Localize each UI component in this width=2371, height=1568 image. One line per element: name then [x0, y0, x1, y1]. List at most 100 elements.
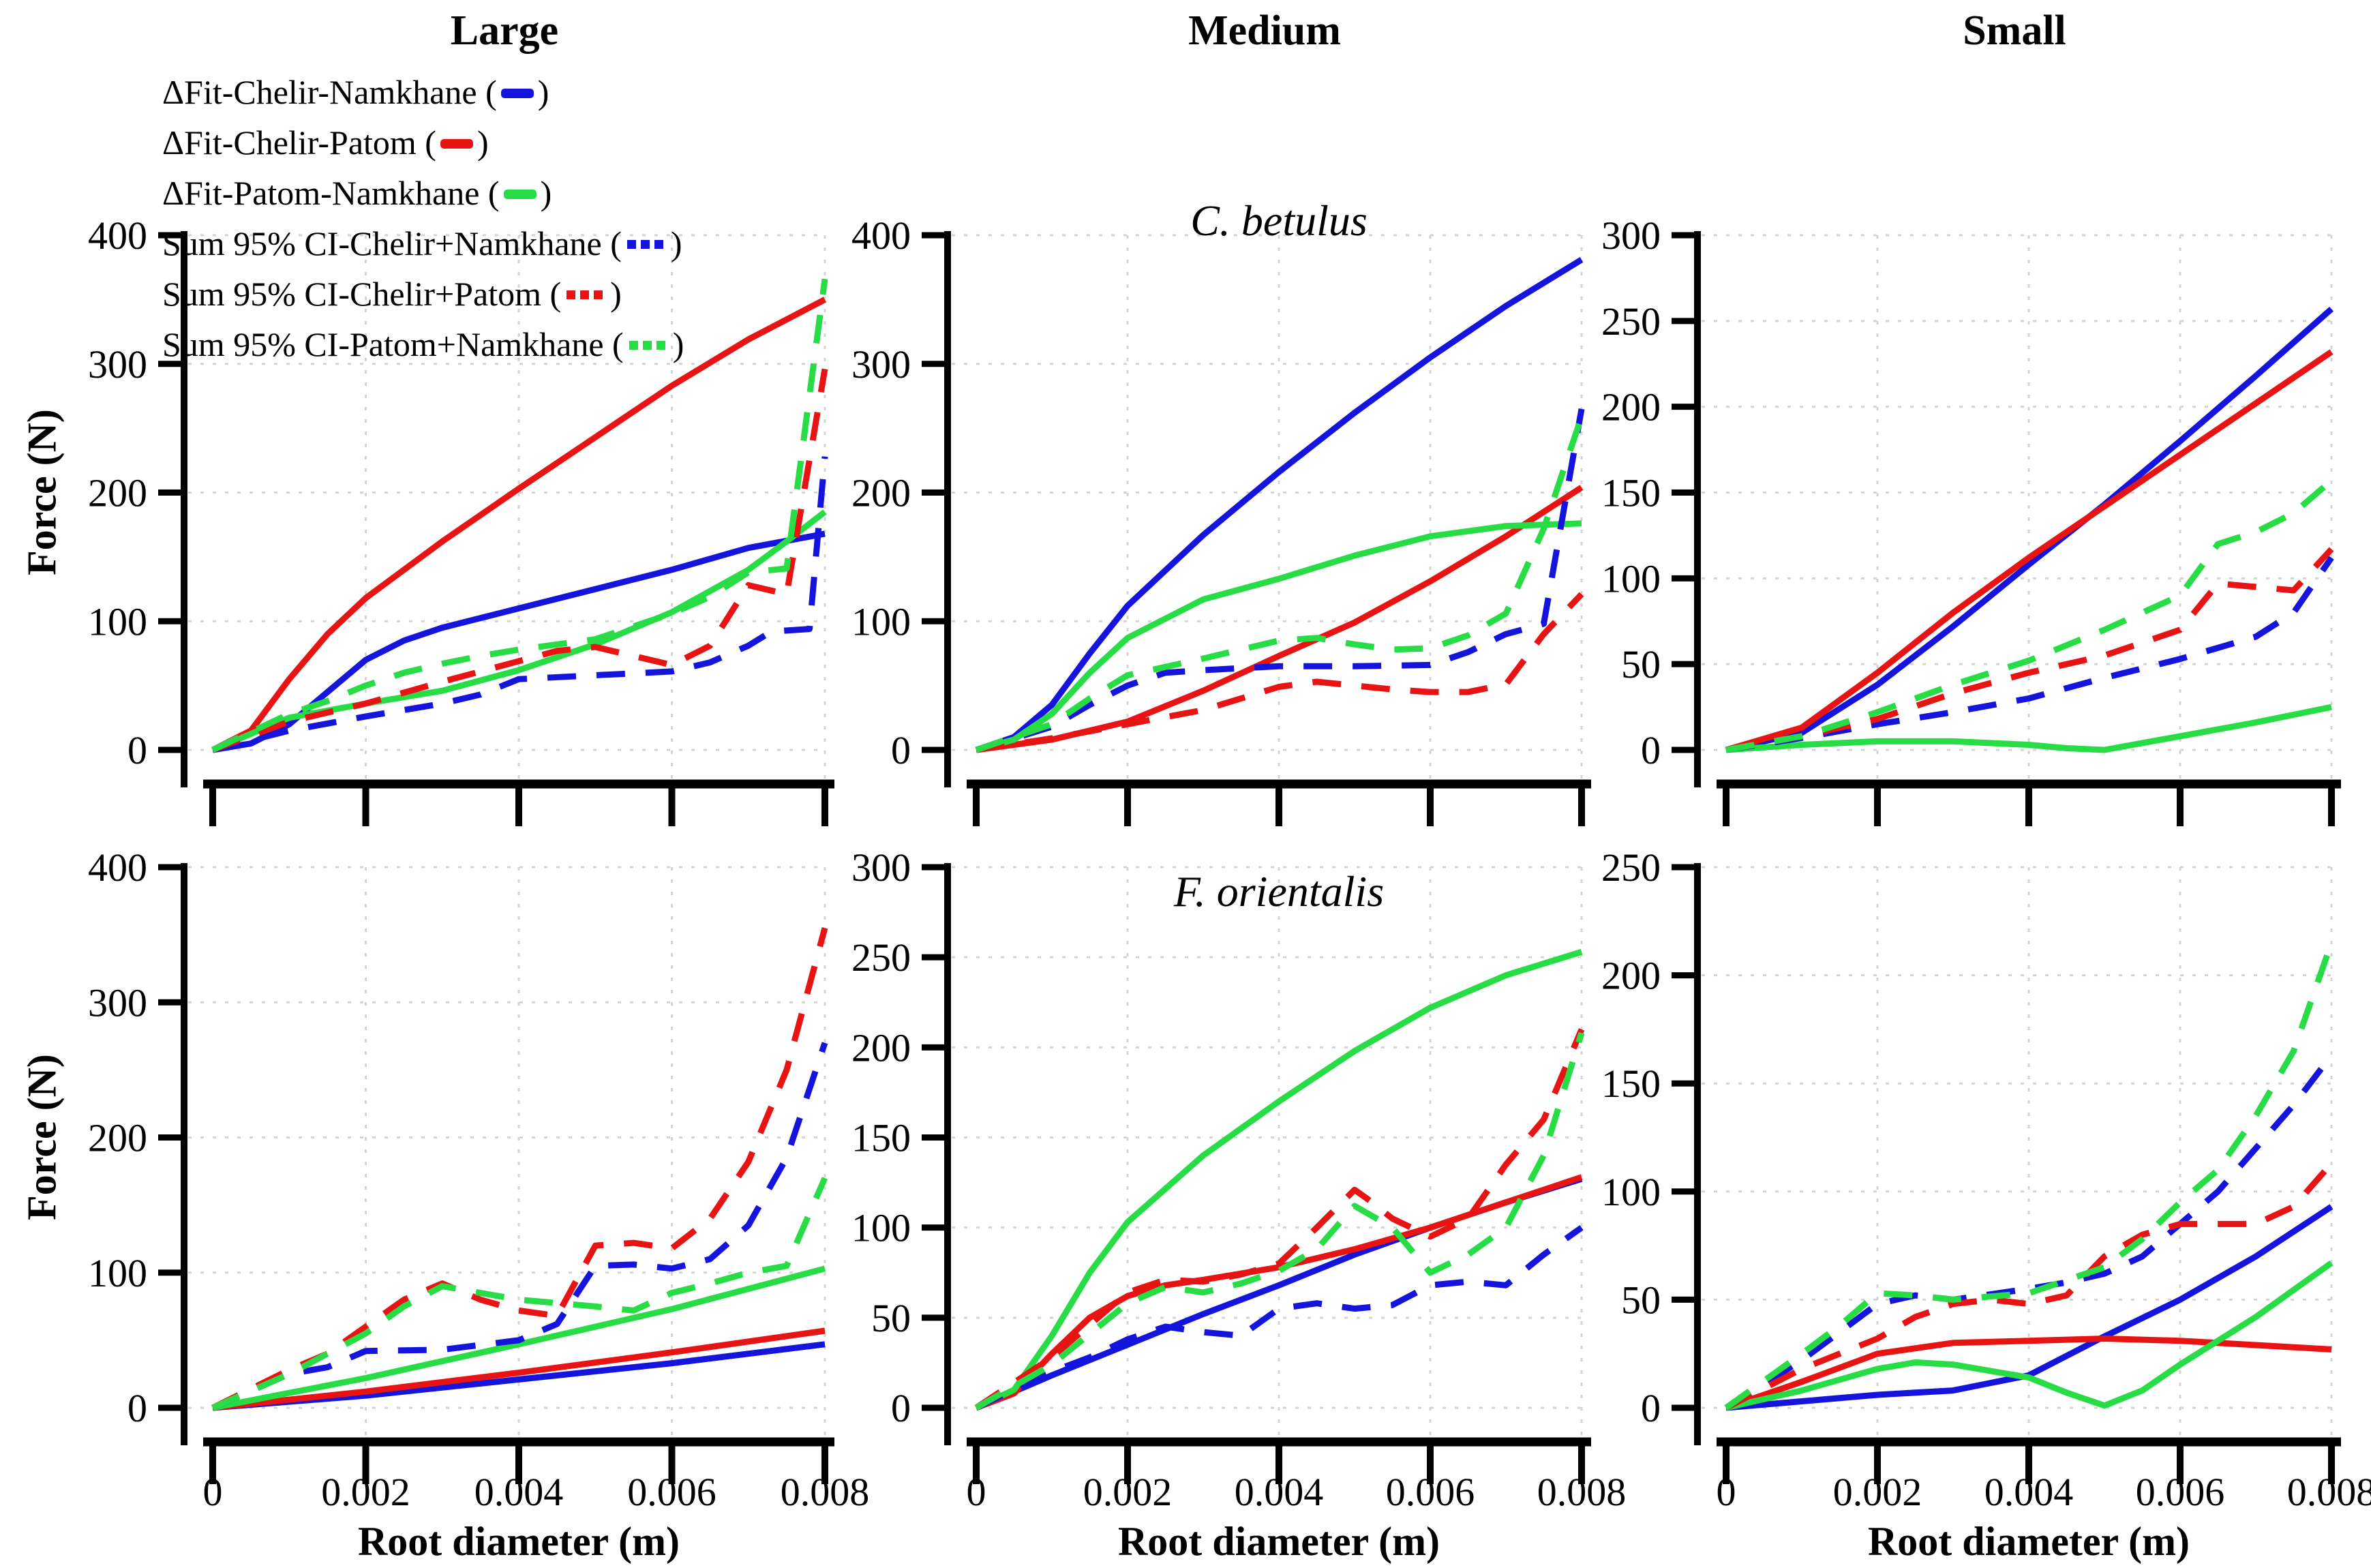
column-title-small: Small [1963, 7, 2066, 54]
x-tick-label-medium-f-orientalis: 0.006 [1386, 1470, 1475, 1514]
column-title-medium: Medium [1188, 7, 1341, 54]
x-tick-label-small-f-orientalis: 0.008 [2287, 1470, 2371, 1514]
curve-medium-f-orientalis-sum-95-ci-patom-namkhane [974, 1031, 1585, 1411]
y-tick-label-small-f-orientalis: 100 [1601, 1170, 1661, 1214]
legend-item-4: Sum 95% CI-Chelir+Namkhane () [162, 218, 684, 269]
y-tick-label-small-c-betulus: 300 [1601, 213, 1661, 258]
y-tick-label-medium-f-orientalis: 200 [851, 1025, 911, 1070]
y-tick-label-small-c-betulus: 250 [1601, 299, 1661, 344]
y-tick-label-medium-c-betulus: 400 [851, 213, 911, 258]
y-tick-label-large-f-orientalis: 100 [88, 1251, 147, 1295]
x-tick-label-small-f-orientalis: 0.002 [1833, 1470, 1922, 1514]
legend: ΔFit-Chelir-Namkhane () ΔFit-Chelir-Patom… [162, 67, 684, 370]
curve-small-c-betulus--fit-patom-namkhane [1725, 704, 2332, 753]
x-axis-label-large: Root diameter (m) [357, 1519, 680, 1564]
y-tick-label-medium-c-betulus: 0 [891, 728, 911, 772]
curve-medium-c-betulus--fit-patom-namkhane [975, 520, 1582, 753]
curve-large-f-orientalis--fit-chelir-patom [212, 1327, 826, 1411]
legend-swatch-dot [656, 341, 665, 350]
legend-swatch-dot [629, 341, 638, 350]
y-tick-label-small-c-betulus: 200 [1601, 385, 1661, 429]
curve-small-c-betulus--fit-chelir-patom [1725, 349, 2334, 753]
curve-medium-c-betulus-sum-95-ci-chelir-patom [976, 592, 1584, 753]
y-tick-label-medium-f-orientalis: 250 [851, 935, 911, 980]
curve-medium-c-betulus-sum-95-ci-chelir-namkhane [975, 408, 1585, 753]
curve-large-f-orientalis-sum-95-ci-patom-namkhane [211, 1177, 828, 1411]
curve-small-c-betulus--fit-chelir-namkhane [1725, 306, 2334, 753]
legend-swatch-dot [642, 341, 652, 350]
x-tick-label-medium-f-orientalis: 0.008 [1537, 1470, 1627, 1514]
curve-small-c-betulus-sum-95-ci-patom-namkhane [1725, 478, 2334, 753]
legend-item-2: ΔFit-Chelir-Patom () [162, 123, 489, 162]
y-tick-label-medium-f-orientalis: 0 [891, 1386, 911, 1430]
y-tick-label-small-f-orientalis: 50 [1621, 1278, 1661, 1322]
y-tick-label-small-c-betulus: 50 [1621, 642, 1661, 687]
y-tick-label-medium-f-orientalis: 50 [871, 1296, 911, 1340]
curve-medium-c-betulus-sum-95-ci-patom-namkhane [975, 415, 1585, 753]
legend-swatch-solid-green [503, 189, 537, 199]
legend-swatch-dot [640, 240, 650, 250]
curve-small-c-betulus-sum-95-ci-chelir-namkhane [1725, 556, 2334, 753]
legend-item-3: ΔFit-Patom-Namkhane () [162, 174, 552, 212]
y-axis-label-top: Force (N) [19, 409, 65, 575]
x-tick-label-large-f-orientalis: 0.006 [627, 1470, 716, 1514]
y-axis-label-bottom: Force (N) [19, 1054, 65, 1220]
legend-swatch-dotted-blue [626, 218, 668, 269]
curve-large-c-betulus-sum-95-ci-chelir-namkhane [211, 456, 828, 753]
y-tick-label-large-f-orientalis: 300 [88, 980, 147, 1025]
y-tick-label-small-c-betulus: 100 [1601, 556, 1661, 601]
curve-small-f-orientalis-sum-95-ci-chelir-patom [1724, 1161, 2334, 1411]
y-tick-label-medium-f-orientalis: 150 [851, 1116, 911, 1160]
legend-item-6: Sum 95% CI-Patom+Namkhane () [162, 319, 684, 370]
curve-large-c-betulus-sum-95-ci-patom-namkhane [211, 278, 828, 753]
y-tick-label-large-f-orientalis: 400 [88, 845, 147, 890]
curve-medium-f-orientalis-sum-95-ci-chelir-namkhane [975, 1225, 1584, 1411]
legend-swatch-dot [654, 240, 663, 250]
x-tick-label-small-f-orientalis: 0.004 [1984, 1470, 2074, 1514]
x-tick-label-medium-f-orientalis: 0.002 [1083, 1470, 1173, 1514]
y-tick-label-medium-f-orientalis: 100 [851, 1206, 911, 1250]
x-tick-label-medium-f-orientalis: 0 [967, 1470, 986, 1514]
x-tick-label-large-f-orientalis: 0 [203, 1470, 223, 1514]
curve-large-c-betulus--fit-chelir-namkhane [212, 530, 826, 753]
y-tick-label-large-f-orientalis: 0 [127, 1386, 147, 1430]
y-tick-label-small-f-orientalis: 200 [1601, 954, 1661, 998]
legend-item-5: Sum 95% CI-Chelir+Patom () [162, 269, 684, 319]
y-tick-label-medium-f-orientalis: 300 [851, 845, 911, 890]
legend-swatch-dot [567, 290, 576, 300]
x-tick-label-large-f-orientalis: 0.008 [781, 1470, 870, 1514]
curve-large-f-orientalis--fit-patom-namkhane [212, 1265, 826, 1411]
curve-medium-c-betulus--fit-chelir-namkhane [975, 257, 1584, 753]
curve-small-f-orientalis--fit-patom-namkhane [1725, 1260, 2334, 1411]
y-tick-label-medium-c-betulus: 200 [851, 471, 911, 515]
x-tick-label-small-f-orientalis: 0 [1717, 1470, 1736, 1514]
x-tick-label-large-f-orientalis: 0.002 [321, 1470, 410, 1514]
x-tick-label-large-f-orientalis: 0.004 [474, 1470, 564, 1514]
curve-small-f-orientalis--fit-chelir-patom [1725, 1336, 2332, 1411]
y-tick-label-medium-c-betulus: 300 [851, 342, 911, 387]
x-tick-label-medium-f-orientalis: 0.004 [1235, 1470, 1324, 1514]
x-axis-label-small: Root diameter (m) [1867, 1519, 2190, 1564]
legend-item-1: ΔFit-Chelir-Namkhane () [162, 73, 549, 111]
y-tick-label-small-c-betulus: 0 [1641, 728, 1661, 772]
legend-swatch-dot [580, 290, 590, 300]
y-tick-label-medium-c-betulus: 100 [851, 599, 911, 644]
legend-swatch-solid-red [440, 138, 473, 149]
curve-large-f-orientalis-sum-95-ci-chelir-namkhane [211, 1042, 828, 1411]
curve-large-c-betulus--fit-chelir-patom [211, 297, 827, 753]
legend-swatch-dot [626, 240, 636, 250]
y-tick-label-large-c-betulus: 0 [127, 728, 147, 772]
legend-swatch-solid-blue [500, 88, 534, 98]
curve-medium-f-orientalis-sum-95-ci-chelir-patom [974, 1028, 1585, 1411]
y-tick-label-large-c-betulus: 300 [88, 342, 147, 387]
y-tick-label-small-c-betulus: 150 [1601, 471, 1661, 515]
curve-small-f-orientalis-sum-95-ci-patom-namkhane [1724, 941, 2335, 1411]
curve-large-c-betulus-sum-95-ci-chelir-patom [211, 368, 828, 753]
y-tick-label-large-c-betulus: 100 [88, 599, 147, 644]
y-tick-label-large-c-betulus: 200 [88, 471, 147, 515]
y-tick-label-small-f-orientalis: 250 [1601, 845, 1661, 890]
x-axis-label-medium: Root diameter (m) [1117, 1519, 1440, 1564]
legend-swatch-dotted-red [567, 269, 607, 319]
